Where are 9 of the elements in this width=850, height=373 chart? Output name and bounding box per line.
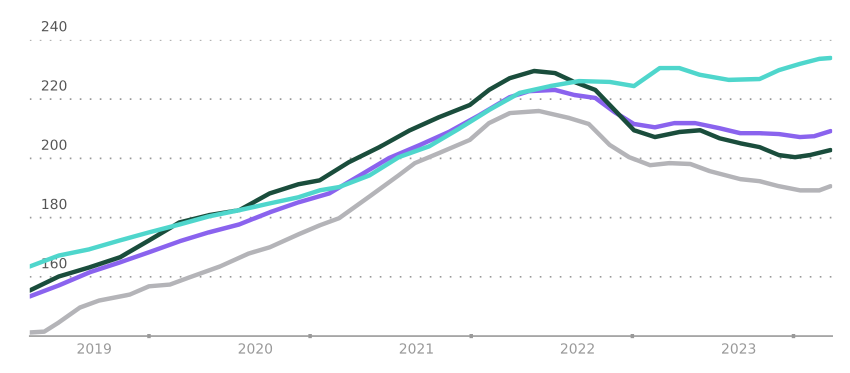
y-tick-label: 180 [42,198,66,210]
y-tick-label: 200 [42,139,66,150]
x-tick-label: 2019 [78,343,111,354]
x-tick-label: 2020 [238,343,272,354]
y-tick-label: 240 [42,20,66,32]
x-tick-label: 2021 [400,343,433,354]
x-tick-label: 2023 [722,343,756,354]
y-tick-label: 220 [42,80,66,91]
x-tick-label: 2022 [560,343,594,354]
